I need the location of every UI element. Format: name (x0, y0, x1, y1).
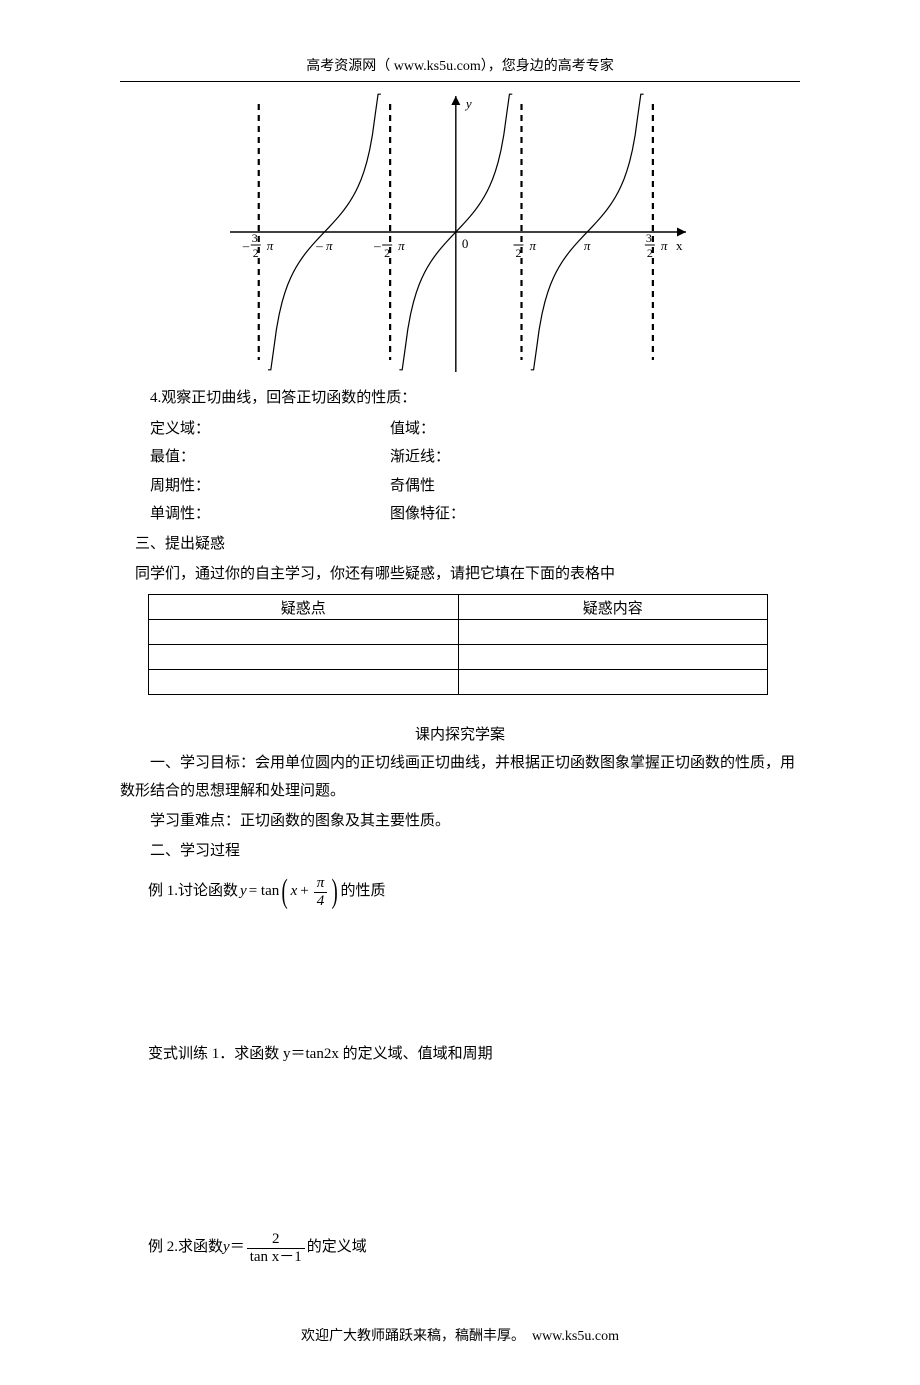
header-site: 高考资源网 (306, 59, 376, 74)
table-row (149, 620, 768, 645)
ex2-den: tan x－1 (247, 1249, 305, 1266)
goal-label: 一、学习目标： (150, 755, 255, 771)
property-right: 图像特征： (390, 500, 800, 529)
ex1-frac-num: π (314, 875, 328, 893)
table-row (149, 670, 768, 695)
doubt-th-2: 疑惑内容 (458, 595, 768, 620)
property-row: 最值：渐近线： (150, 443, 800, 472)
doubt-table: 疑惑点 疑惑内容 (148, 594, 768, 695)
property-row: 单调性：图像特征： (150, 500, 800, 529)
property-left: 单调性： (150, 500, 390, 529)
table-cell (458, 670, 768, 695)
property-grid: 定义域：值域：最值：渐近线：周期性：奇偶性单调性：图像特征： (150, 415, 800, 529)
svg-text:3: 3 (252, 231, 258, 245)
table-row (149, 645, 768, 670)
ex1-frac: π 4 (314, 875, 328, 909)
svg-text:π: π (661, 238, 668, 253)
study-difficulty: 学习重难点：正切函数的图象及其主要性质。 (120, 808, 800, 836)
ex1-frac-den: 4 (314, 893, 328, 910)
header-tagline: 您身边的高考专家 (502, 59, 614, 74)
ex1-eq: = tan (249, 878, 280, 906)
svg-text:π: π (530, 238, 537, 253)
svg-text:y: y (464, 96, 472, 111)
ex2-frac: 2 tan x－1 (247, 1231, 305, 1265)
difficulty-text: 正切函数的图象及其主要性质。 (240, 813, 450, 829)
ex1-y: y (240, 878, 247, 906)
ex1-after: 的性质 (341, 878, 386, 906)
tan-chart-svg: yx0–32π– π–2π2ππ32π (230, 92, 690, 372)
property-right: 奇偶性 (390, 472, 800, 501)
property-row: 周期性：奇偶性 (150, 472, 800, 501)
lparen-icon: ( (282, 875, 288, 909)
svg-text:0: 0 (462, 236, 469, 251)
property-left: 定义域： (150, 415, 390, 444)
ex2-label: 例 2.求函数 (148, 1234, 223, 1262)
svg-text:π: π (267, 238, 274, 253)
svg-text:2: 2 (253, 246, 259, 260)
property-right: 值域： (390, 415, 800, 444)
plus-icon: + (300, 878, 308, 906)
ex2-eq: ＝ (230, 1234, 245, 1262)
table-cell (458, 620, 768, 645)
ex2-num: 2 (247, 1231, 305, 1249)
page-header: 高考资源网（ www.ks5u.com），您身边的高考专家 (120, 55, 800, 75)
tan-chart: yx0–32π– π–2π2ππ32π (120, 92, 800, 377)
section3-heading: 三、提出疑惑 (120, 531, 800, 559)
svg-text:–: – (373, 238, 381, 253)
difficulty-label: 学习重难点： (150, 813, 240, 829)
study-plan-title: 课内探究学案 (120, 723, 800, 744)
rparen-icon: ) (332, 875, 338, 909)
table-cell (149, 620, 459, 645)
table-cell (149, 645, 459, 670)
page-footer: 欢迎广大教师踊跃来稿，稿酬丰厚。 www.ks5u.com (120, 1325, 800, 1345)
q4-title: 4.观察正切曲线，回答正切函数的性质： (150, 385, 800, 413)
svg-text:π: π (398, 238, 405, 253)
svg-text:3: 3 (646, 231, 652, 245)
ex2-after: 的定义域 (307, 1234, 367, 1262)
table-cell (149, 670, 459, 695)
process-label: 二、学习过程 (120, 838, 800, 866)
property-left: 最值： (150, 443, 390, 472)
example-2: 例 2.求函数 y ＝ 2 tan x－1 的定义域 (120, 1231, 800, 1265)
header-divider (120, 81, 800, 82)
property-right: 渐近线： (390, 443, 800, 472)
table-cell (458, 645, 768, 670)
study-goal: 一、学习目标：会用单位圆内的正切线画正切曲线，并根据正切函数图象掌握正切函数的性… (120, 750, 800, 806)
ex2-y: y (223, 1234, 230, 1262)
variant-1: 变式训练 1．求函数 y＝tan2x 的定义域、值域和周期 (120, 1041, 800, 1069)
property-left: 周期性： (150, 472, 390, 501)
svg-text:– π: – π (315, 238, 333, 253)
footer-url: www.ks5u.com (532, 1329, 619, 1344)
example-1: 例 1.讨论函数 y = tan ( x + π 4 ) 的性质 (120, 875, 800, 909)
svg-text:2: 2 (647, 246, 653, 260)
header-url: www.ks5u.com (394, 59, 481, 74)
doubt-th-1: 疑惑点 (149, 595, 459, 620)
svg-text:–: – (242, 238, 250, 253)
ex1-label: 例 1.讨论函数 (148, 878, 238, 906)
svg-text:x: x (676, 238, 683, 253)
property-row: 定义域：值域： (150, 415, 800, 444)
footer-text: 欢迎广大教师踊跃来稿，稿酬丰厚。 (301, 1329, 518, 1344)
svg-text:π: π (584, 238, 591, 253)
svg-text:2: 2 (516, 246, 522, 260)
ex1-x: x (291, 878, 298, 906)
svg-text:2: 2 (384, 246, 390, 260)
section3-prompt: 同学们，通过你的自主学习，你还有哪些疑惑，请把它填在下面的表格中 (120, 561, 800, 589)
